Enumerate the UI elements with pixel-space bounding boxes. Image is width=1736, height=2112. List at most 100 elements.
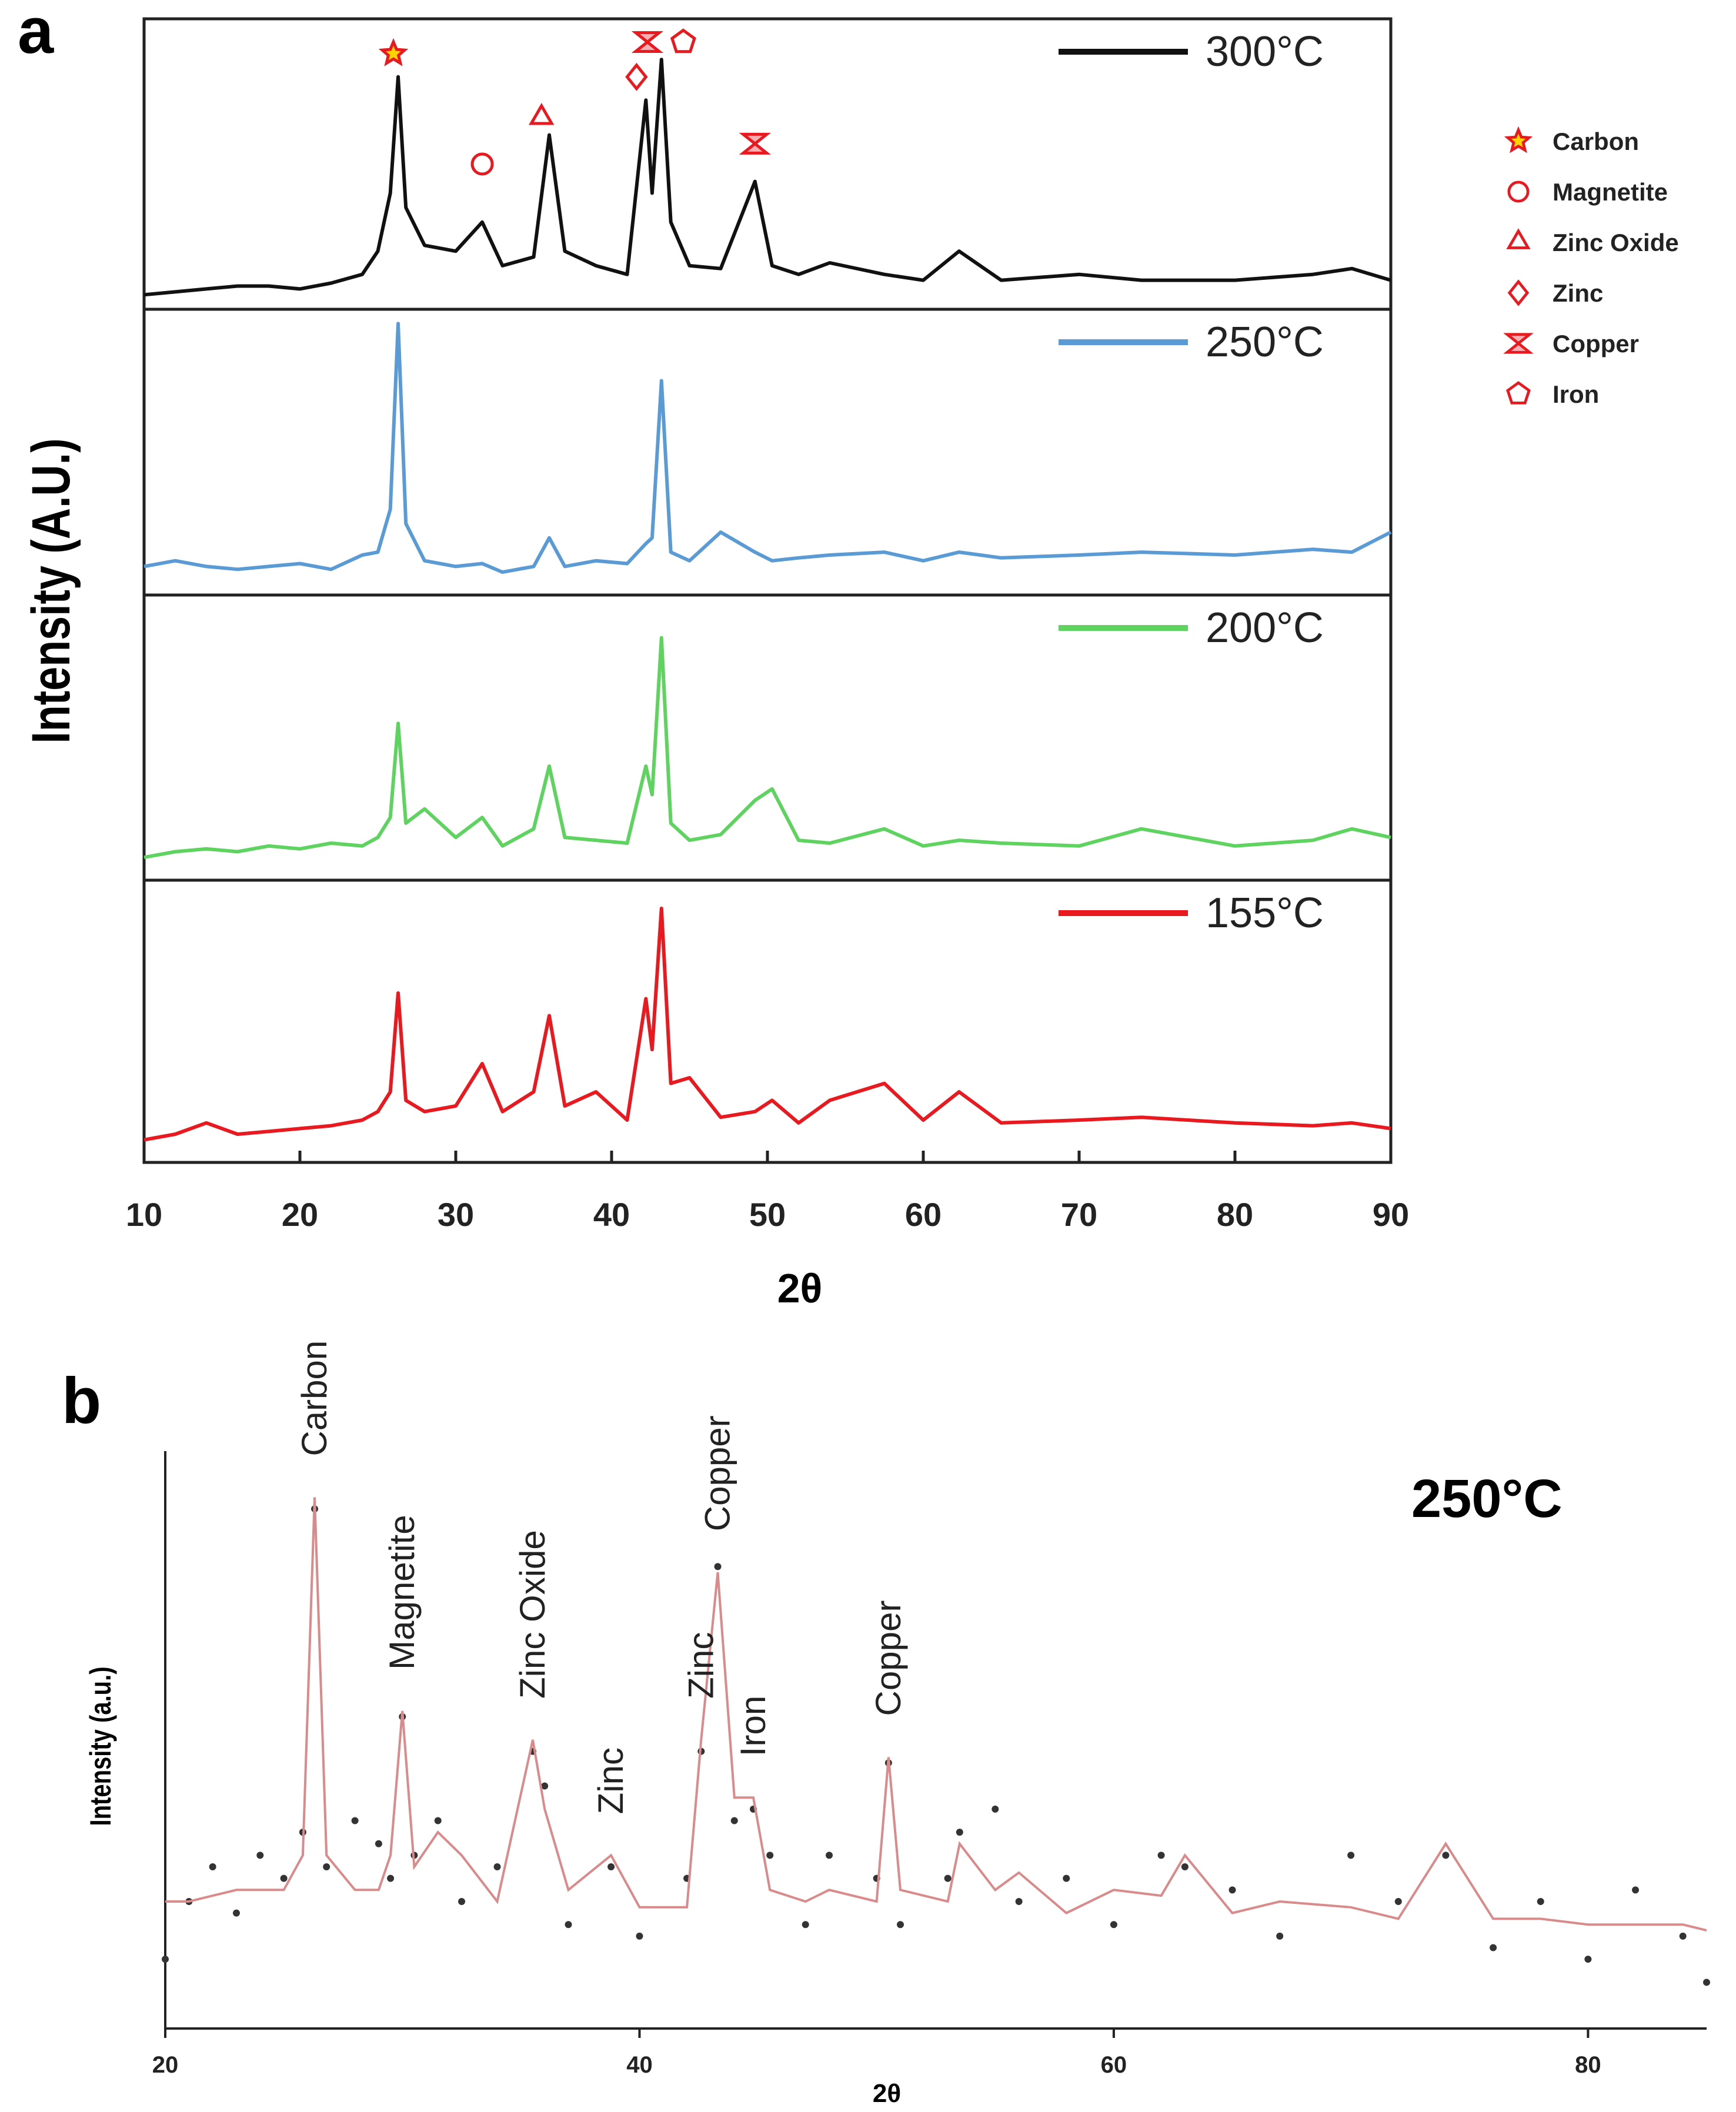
legend-label: 200°C [1206, 604, 1324, 651]
x-tick-label: 20 [152, 2052, 179, 2078]
data-point [434, 1817, 442, 1824]
legend-label: Carbon [1553, 128, 1639, 155]
x-tick-label: 60 [1101, 2052, 1127, 2078]
data-point [1490, 1944, 1497, 1951]
data-point [897, 1921, 904, 1929]
peak-marker [631, 31, 664, 53]
data-point [1347, 1852, 1355, 1859]
peak-label: Zinc Oxide [513, 1530, 552, 1699]
legend-label: 300°C [1206, 28, 1324, 75]
legend-label: Copper [1553, 330, 1639, 357]
data-point [323, 1863, 330, 1871]
y-axis-label: Intensity (A.U.) [21, 438, 81, 743]
data-point [565, 1921, 572, 1929]
peak-marker [739, 132, 771, 155]
panel-frame [142, 308, 1393, 597]
data-point [1679, 1932, 1687, 1940]
peak-label: Copper [869, 1600, 908, 1716]
legend-symbol [1503, 333, 1534, 354]
peak-marker [470, 152, 494, 176]
data-point [1537, 1897, 1544, 1905]
data-point [493, 1863, 501, 1871]
peak-marker [529, 103, 555, 125]
legend-label: Zinc [1553, 279, 1603, 307]
peak-label: Carbon [295, 1341, 334, 1456]
legend-label: Zinc Oxide [1553, 229, 1679, 256]
data-point [802, 1921, 809, 1929]
legend-symbol [1506, 228, 1531, 249]
data-point [256, 1852, 264, 1859]
legend-label: Magnetite [1553, 178, 1668, 206]
peak-label: Magnetite [382, 1515, 422, 1670]
data-point [1110, 1921, 1117, 1929]
x-tick-label: 90 [1373, 1196, 1409, 1233]
data-point [944, 1874, 952, 1882]
series-line [143, 322, 1392, 574]
x-tick-label: 10 [126, 1196, 162, 1233]
x-tick-label: 80 [1575, 2052, 1601, 2078]
peak-label: Copper [698, 1415, 737, 1531]
data-point [714, 1563, 722, 1570]
legend-symbol [1506, 381, 1531, 405]
data-point [375, 1840, 382, 1847]
series-line [143, 636, 1391, 860]
data-point [1228, 1886, 1236, 1894]
legend-label: 155°C [1206, 890, 1324, 937]
data-point [541, 1782, 549, 1790]
panel-frame [142, 593, 1393, 882]
data-point [351, 1817, 359, 1824]
series-line [143, 58, 1391, 297]
peak-marker [625, 62, 648, 91]
data-point [1632, 1886, 1640, 1894]
x-tick-label: 60 [905, 1196, 942, 1233]
x-axis-label: 2θ [873, 2079, 901, 2108]
x-tick-label: 80 [1217, 1196, 1253, 1233]
data-point [826, 1852, 833, 1859]
peak-marker [378, 38, 409, 66]
data-point [1703, 1979, 1710, 1986]
data-point [1276, 1932, 1284, 1940]
legend-symbol [1504, 126, 1533, 153]
x-tick-label: 40 [626, 2052, 653, 2078]
data-point [1442, 1852, 1450, 1859]
data-point [991, 1805, 999, 1813]
data-point [209, 1863, 216, 1871]
data-point [1584, 1956, 1592, 1963]
x-tick-label: 50 [749, 1196, 786, 1233]
panel-label: a [18, 0, 54, 67]
peak-label: Iron [733, 1696, 773, 1756]
data-point [458, 1897, 466, 1905]
data-point [1063, 1874, 1070, 1882]
panel-frame [142, 17, 1393, 311]
data-point [766, 1852, 774, 1859]
data-point [280, 1874, 288, 1882]
data-point [1015, 1897, 1023, 1905]
annotation: 250°C [1411, 1469, 1563, 1529]
data-point [1157, 1852, 1165, 1859]
data-point [636, 1932, 643, 1940]
series-line [143, 907, 1391, 1142]
legend-label: 250°C [1206, 319, 1324, 366]
x-tick-label: 30 [438, 1196, 474, 1233]
fit-line [165, 1497, 1707, 1932]
data-point [607, 1863, 615, 1871]
x-tick-label: 40 [593, 1196, 630, 1233]
y-axis-label: Intensity (a.u.) [84, 1666, 117, 1826]
data-point [1181, 1863, 1189, 1871]
legend-symbol [1507, 181, 1530, 203]
legend-symbol [1507, 279, 1530, 306]
panel-label: b [62, 1365, 101, 1437]
data-point [232, 1909, 240, 1917]
data-point [730, 1817, 738, 1824]
data-point [956, 1829, 963, 1836]
peak-label: Zinc [681, 1632, 720, 1699]
x-axis-label: 2θ [777, 1265, 823, 1311]
data-point [162, 1956, 169, 1963]
legend-label: Iron [1553, 380, 1599, 408]
data-point [1394, 1897, 1402, 1905]
peak-label: Zinc [591, 1747, 630, 1814]
peak-marker [670, 28, 696, 54]
x-tick-label: 20 [282, 1196, 318, 1233]
